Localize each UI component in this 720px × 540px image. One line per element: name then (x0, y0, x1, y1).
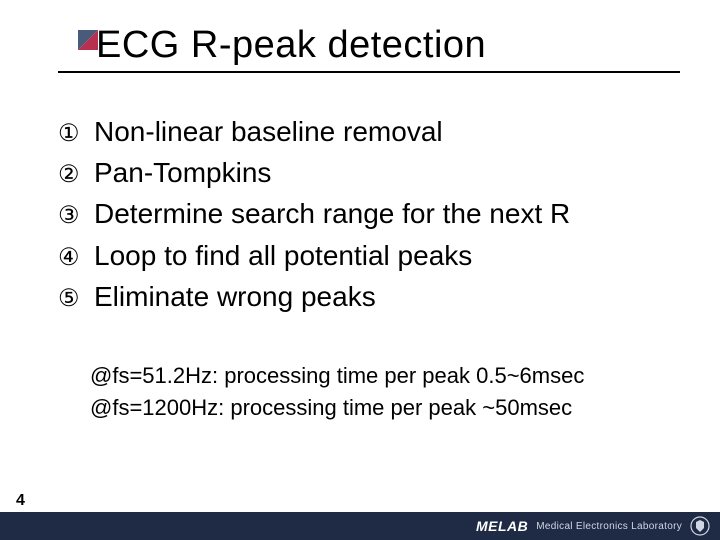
list-text: Determine search range for the next R (94, 194, 570, 233)
list-item: ⑤ Eliminate wrong peaks (58, 277, 680, 316)
list-enum: ④ (58, 241, 94, 275)
list-text: Non-linear baseline removal (94, 112, 443, 151)
list-enum: ③ (58, 199, 94, 233)
footer-right: MELAB Medical Electronics Laboratory (476, 512, 710, 540)
list-text: Pan-Tompkins (94, 153, 271, 192)
list-item: ④ Loop to find all potential peaks (58, 236, 680, 275)
list-text: Eliminate wrong peaks (94, 277, 376, 316)
list-item: ② Pan-Tompkins (58, 153, 680, 192)
title-underline (58, 71, 680, 73)
list-enum: ② (58, 158, 94, 192)
page-number: 4 (16, 492, 25, 510)
footer-logo: MELAB (476, 518, 528, 534)
slide-title: ECG R-peak detection (58, 24, 680, 73)
footer-subtitle: Medical Electronics Laboratory (536, 521, 682, 532)
list-enum: ① (58, 117, 94, 151)
list-item: ③ Determine search range for the next R (58, 194, 680, 233)
notes-block: @fs=51.2Hz: processing time per peak 0.5… (90, 360, 680, 424)
crest-icon (690, 516, 710, 536)
note-line: @fs=51.2Hz: processing time per peak 0.5… (90, 360, 680, 392)
note-line: @fs=1200Hz: processing time per peak ~50… (90, 392, 680, 424)
steps-list: ① Non-linear baseline removal ② Pan-Tomp… (58, 112, 680, 318)
slide: ECG R-peak detection ① Non-linear baseli… (0, 0, 720, 540)
list-item: ① Non-linear baseline removal (58, 112, 680, 151)
list-text: Loop to find all potential peaks (94, 236, 472, 275)
footer-bar: MELAB Medical Electronics Laboratory (0, 512, 720, 540)
list-enum: ⑤ (58, 282, 94, 316)
title-block: ECG R-peak detection (58, 24, 680, 73)
